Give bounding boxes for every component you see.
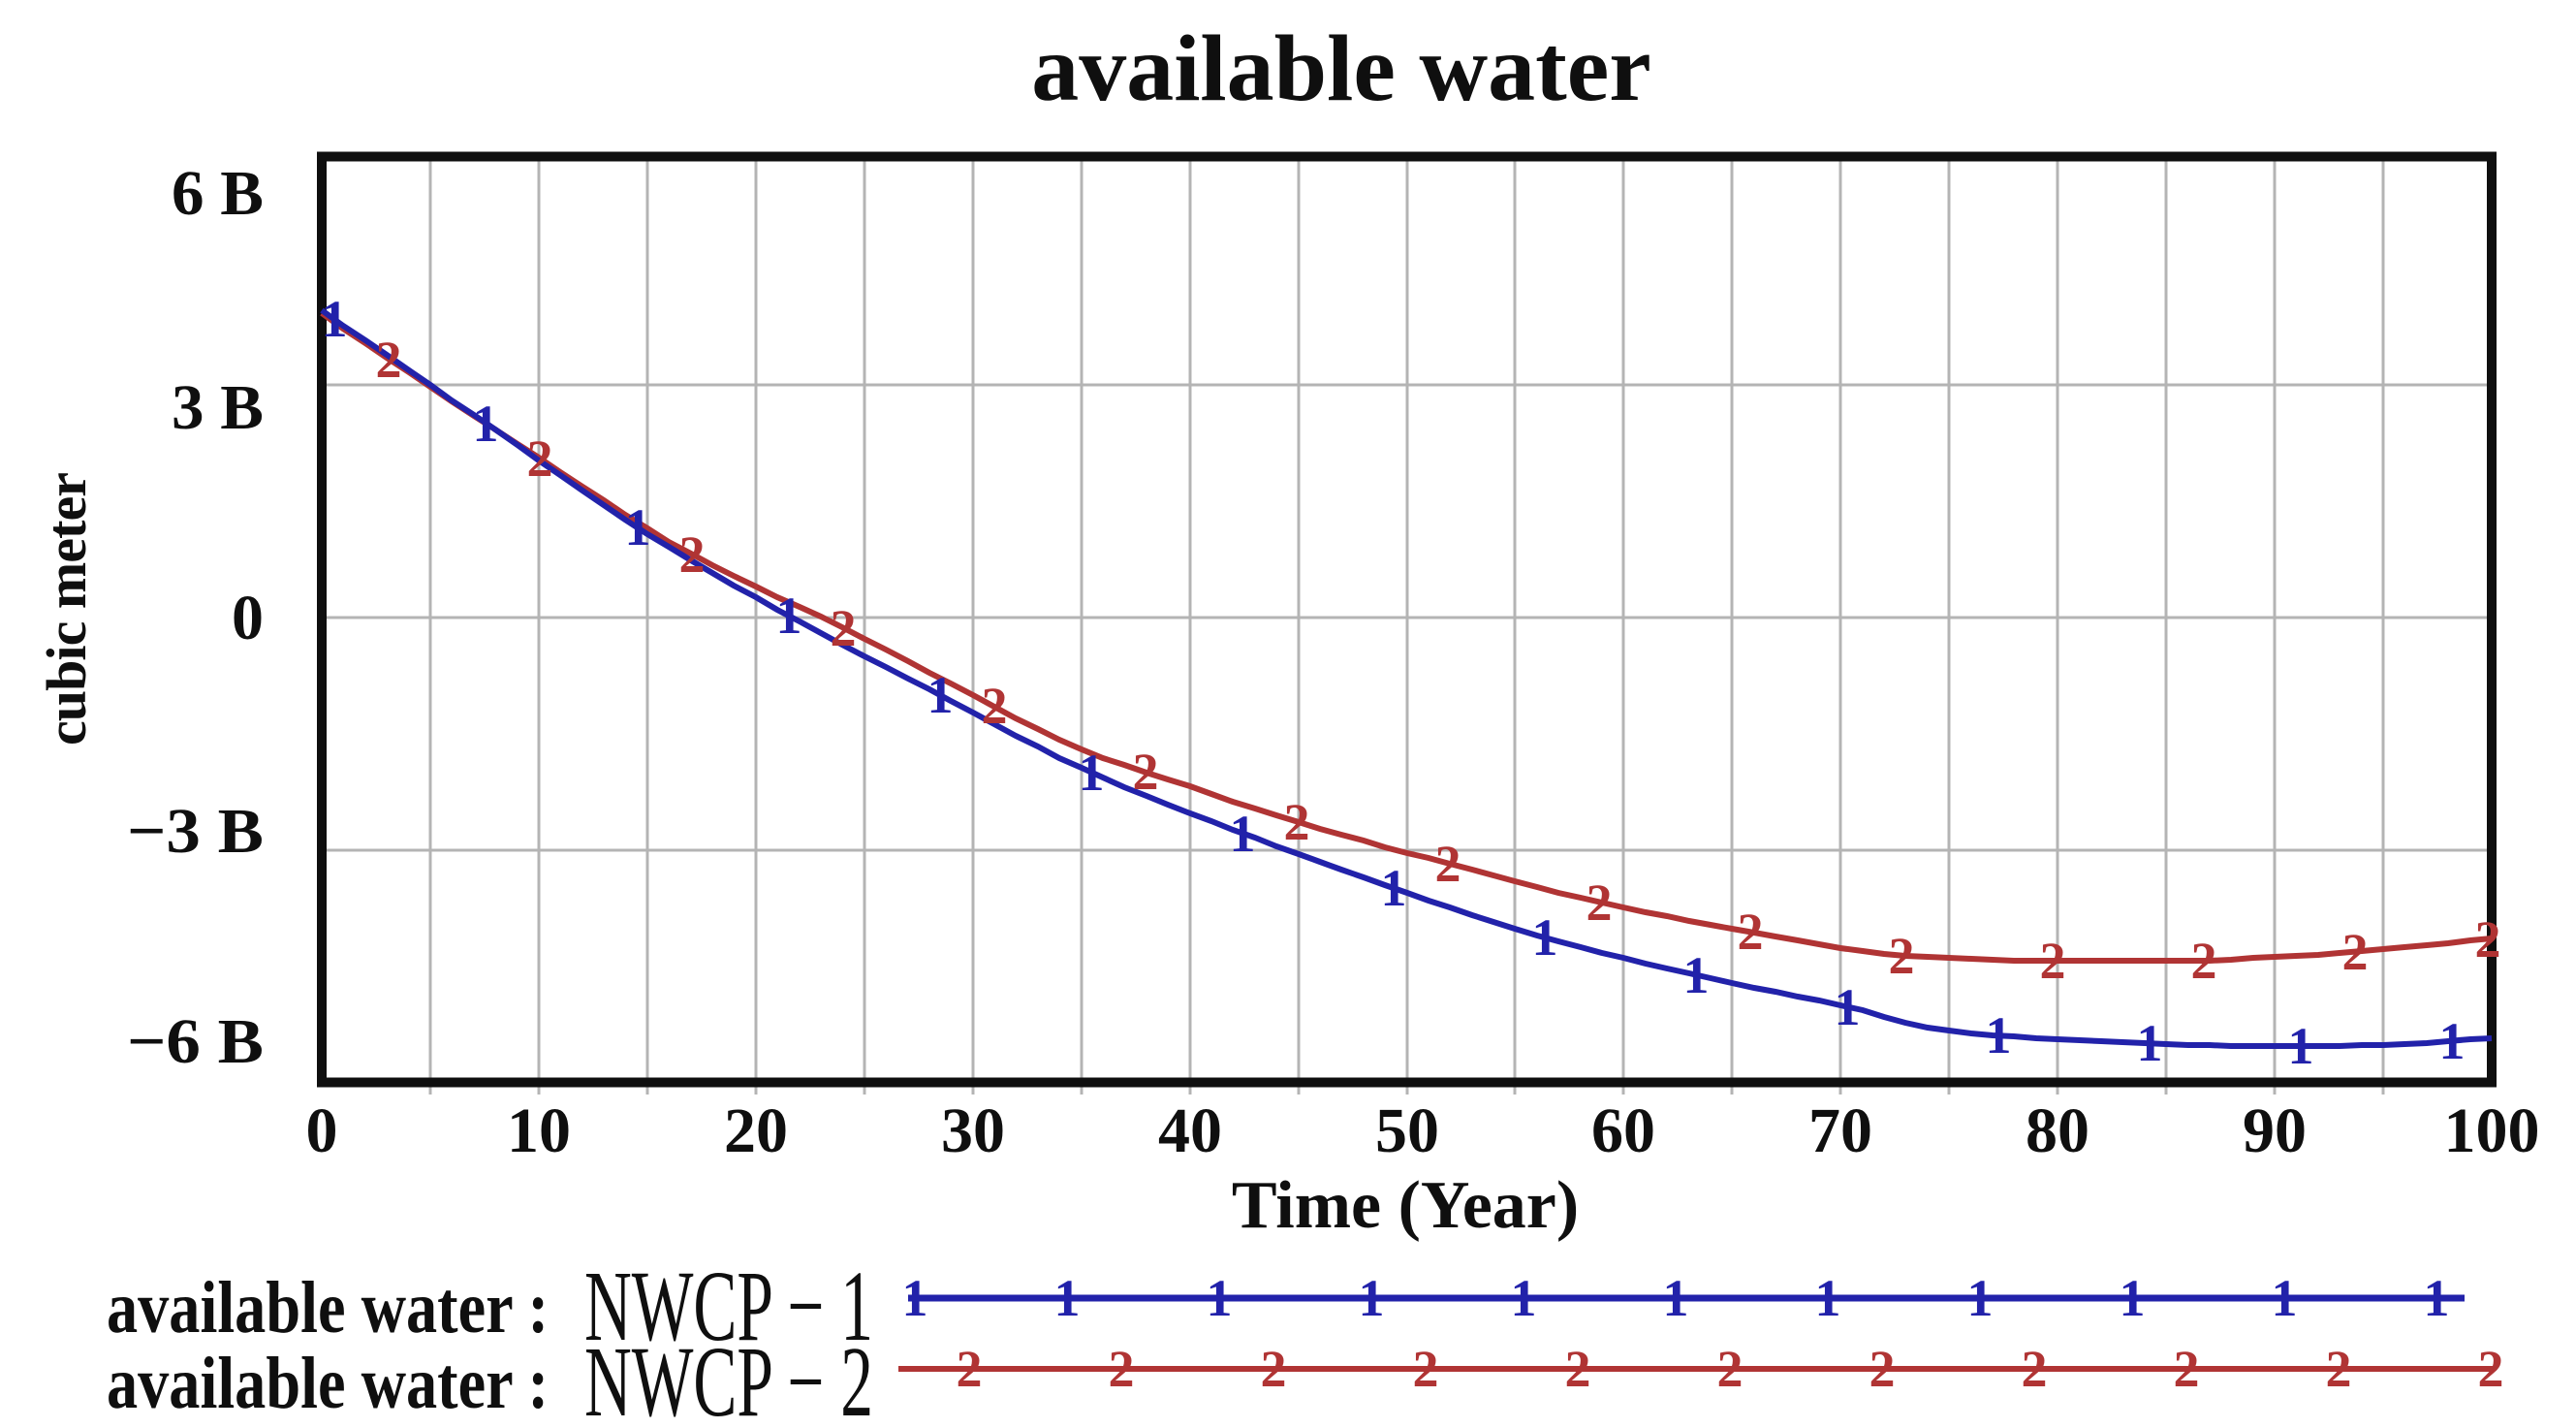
svg-text:1: 1 [1054, 1269, 1081, 1327]
svg-text:1: 1 [1532, 908, 1558, 967]
svg-text:1: 1 [625, 498, 651, 556]
svg-text:1: 1 [1207, 1269, 1233, 1327]
svg-text:80: 80 [2026, 1095, 2089, 1166]
svg-text:1: 1 [2424, 1269, 2450, 1327]
svg-text:3 B: 3 B [172, 372, 264, 443]
svg-text:2: 2 [2478, 1340, 2504, 1398]
svg-text:2: 2 [1586, 873, 1613, 932]
svg-text:Time (Year): Time (Year) [1232, 1168, 1579, 1243]
svg-text:2: 2 [376, 331, 402, 389]
svg-text:60: 60 [1591, 1095, 1655, 1166]
svg-text:2: 2 [2040, 932, 2066, 990]
svg-text:100: 100 [2444, 1095, 2540, 1166]
svg-text:2: 2 [1109, 1340, 1135, 1398]
svg-text:2: 2 [527, 429, 553, 488]
svg-text:1: 1 [1967, 1269, 1994, 1327]
svg-text:2: 2 [1738, 903, 1764, 961]
svg-text:20: 20 [724, 1095, 788, 1166]
svg-text:1: 1 [1986, 1006, 2012, 1064]
svg-text:10: 10 [507, 1095, 571, 1166]
svg-text:0: 0 [232, 583, 264, 653]
svg-text:1: 1 [1381, 859, 1407, 917]
svg-text:1: 1 [1835, 978, 1861, 1036]
svg-text:NWCP − 2: NWCP − 2 [584, 1326, 873, 1428]
svg-text:1: 1 [776, 587, 802, 645]
svg-text:available water :: available water : [107, 1343, 549, 1424]
svg-text:1: 1 [1815, 1269, 1841, 1327]
svg-text:2: 2 [1565, 1340, 1591, 1398]
svg-text:2: 2 [2342, 923, 2369, 981]
svg-text:1: 1 [473, 395, 499, 453]
svg-text:2: 2 [1869, 1340, 1896, 1398]
svg-text:2: 2 [1413, 1340, 1439, 1398]
svg-text:1: 1 [1359, 1269, 1385, 1327]
svg-text:90: 90 [2243, 1095, 2307, 1166]
svg-text:2: 2 [679, 525, 706, 584]
svg-text:50: 50 [1375, 1095, 1439, 1166]
svg-text:1: 1 [1511, 1269, 1537, 1327]
svg-text:70: 70 [1808, 1095, 1872, 1166]
svg-text:2: 2 [1717, 1340, 1744, 1398]
svg-text:NWCP − 1: NWCP − 1 [584, 1251, 873, 1362]
svg-text:2: 2 [957, 1340, 983, 1398]
svg-text:1: 1 [1683, 946, 1710, 1004]
svg-text:2: 2 [1284, 793, 1310, 851]
svg-text:1: 1 [1230, 805, 1256, 863]
svg-text:30: 30 [941, 1095, 1005, 1166]
svg-text:cubic meter: cubic meter [35, 472, 98, 746]
svg-text:1: 1 [1079, 744, 1105, 802]
svg-text:1: 1 [2288, 1017, 2314, 1075]
svg-text:1: 1 [2439, 1012, 2466, 1070]
svg-text:1: 1 [902, 1269, 928, 1327]
svg-text:available water :: available water : [107, 1267, 549, 1349]
svg-text:2: 2 [1261, 1340, 1287, 1398]
svg-text:2: 2 [2326, 1340, 2352, 1398]
svg-text:6 B: 6 B [172, 158, 264, 229]
svg-text:1: 1 [322, 290, 348, 348]
svg-text:2: 2 [1889, 927, 1915, 985]
svg-text:2: 2 [2174, 1340, 2200, 1398]
svg-text:1: 1 [2120, 1269, 2146, 1327]
svg-text:−3 B: −3 B [127, 796, 264, 867]
svg-text:40: 40 [1158, 1095, 1222, 1166]
svg-text:2: 2 [2475, 910, 2501, 968]
svg-text:2: 2 [2191, 932, 2217, 990]
svg-text:2: 2 [2022, 1340, 2048, 1398]
svg-text:1: 1 [2137, 1014, 2163, 1072]
svg-text:2: 2 [1435, 835, 1461, 893]
svg-text:1: 1 [2272, 1269, 2298, 1327]
svg-text:available water: available water [1031, 16, 1651, 121]
svg-text:0: 0 [306, 1095, 338, 1166]
svg-text:1: 1 [1663, 1269, 1689, 1327]
svg-text:1: 1 [927, 666, 954, 724]
svg-text:2: 2 [831, 599, 857, 657]
svg-text:2: 2 [1133, 743, 1159, 801]
svg-text:2: 2 [982, 677, 1008, 735]
svg-text:−6 B: −6 B [127, 1006, 264, 1077]
